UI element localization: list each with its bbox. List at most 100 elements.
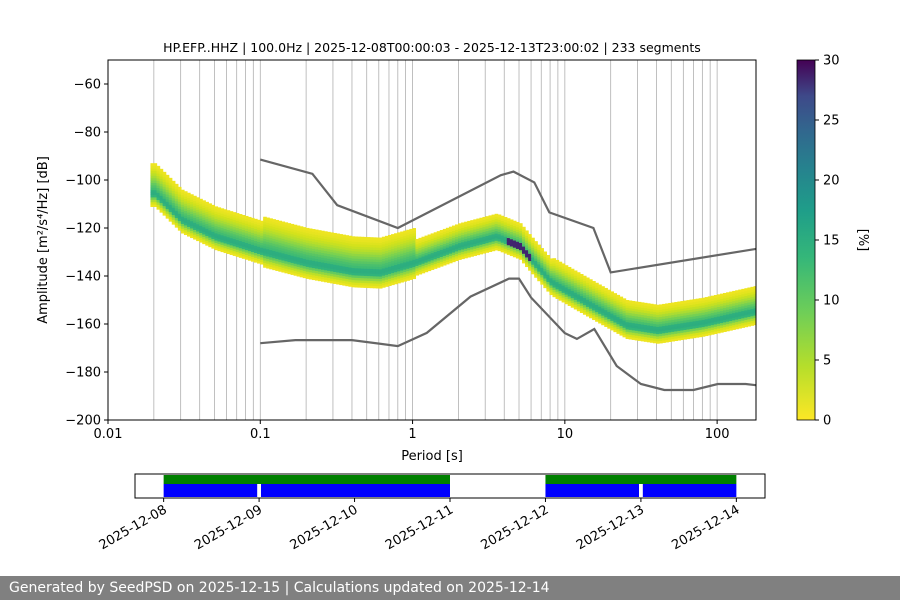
heat-cell bbox=[162, 212, 167, 216]
heat-cell bbox=[747, 306, 752, 310]
heat-cell bbox=[348, 247, 353, 251]
heat-cell bbox=[640, 307, 645, 311]
heat-cell bbox=[598, 306, 602, 310]
heat-cell bbox=[336, 271, 340, 275]
heat-cell bbox=[281, 240, 286, 244]
heat-cell bbox=[348, 250, 353, 254]
heat-cell bbox=[451, 249, 456, 253]
heat-cell bbox=[439, 258, 444, 262]
heat-cell bbox=[491, 226, 496, 230]
heat-cell bbox=[506, 227, 511, 231]
heat-cell bbox=[723, 304, 727, 308]
heat-cell bbox=[671, 302, 675, 306]
heat-cell bbox=[293, 234, 298, 238]
heat-cell bbox=[467, 247, 471, 251]
heat-cell bbox=[314, 251, 319, 255]
heat-cell bbox=[281, 245, 286, 249]
heat-cell bbox=[698, 310, 703, 314]
heat-cell bbox=[491, 248, 496, 252]
ppsd-figure: HP.EFP..HHZ | 100.0Hz | 2025-12-08T00:00… bbox=[36, 40, 870, 553]
heat-cell bbox=[314, 244, 319, 248]
heat-cell bbox=[177, 227, 182, 231]
heat-cell bbox=[573, 292, 578, 296]
heat-cell bbox=[165, 203, 170, 207]
heat-cell bbox=[506, 247, 511, 251]
heat-cell bbox=[741, 322, 745, 326]
heat-cell bbox=[369, 270, 374, 274]
heat-cell bbox=[643, 331, 648, 335]
heat-cell bbox=[649, 313, 654, 317]
heat-cell bbox=[631, 324, 636, 328]
heat-cell bbox=[330, 273, 334, 277]
heat-cell bbox=[729, 318, 733, 322]
heat-cell bbox=[171, 212, 176, 216]
heat-cell bbox=[305, 251, 310, 255]
heat-cell bbox=[406, 236, 410, 240]
heat-cell bbox=[369, 256, 374, 260]
heat-cell bbox=[732, 293, 736, 297]
heat-cell bbox=[430, 233, 435, 237]
heat-cell bbox=[625, 326, 630, 330]
heat-cell bbox=[391, 260, 395, 264]
heat-cell bbox=[290, 259, 295, 263]
heat-cell bbox=[153, 168, 158, 171]
heat-cell bbox=[543, 282, 547, 286]
heat-cell bbox=[710, 331, 715, 335]
heat-cell bbox=[235, 244, 240, 248]
heat-cell bbox=[199, 234, 203, 238]
heat-cell bbox=[689, 304, 694, 308]
heat-cell bbox=[324, 255, 328, 259]
heat-cell bbox=[631, 303, 636, 307]
heat-cell bbox=[582, 287, 587, 291]
heat-cell bbox=[552, 274, 557, 278]
heat-cell bbox=[418, 266, 423, 270]
heat-cell bbox=[503, 243, 508, 247]
heat-cell bbox=[659, 338, 663, 342]
heat-cell bbox=[296, 273, 301, 277]
heat-cell bbox=[445, 244, 450, 248]
heat-cell bbox=[296, 266, 301, 270]
heat-cell bbox=[272, 231, 276, 235]
heat-cell bbox=[695, 313, 700, 317]
heat-cell bbox=[598, 310, 602, 314]
heat-cell bbox=[217, 212, 222, 216]
heat-cell bbox=[649, 320, 654, 324]
heat-cell bbox=[269, 230, 273, 234]
heat-cell bbox=[582, 292, 587, 296]
heat-cell bbox=[619, 320, 624, 324]
heat-cell bbox=[199, 239, 203, 243]
heat-cell bbox=[558, 283, 563, 287]
heat-cell bbox=[235, 237, 240, 241]
heat-cell bbox=[753, 312, 756, 316]
heat-cell bbox=[674, 309, 678, 313]
heat-cell bbox=[576, 272, 581, 276]
heat-cell bbox=[698, 298, 703, 302]
heat-cell bbox=[479, 241, 484, 245]
heat-cell bbox=[732, 317, 736, 321]
heat-cell bbox=[327, 236, 331, 240]
heat-cell bbox=[241, 239, 246, 243]
heat-cell bbox=[336, 274, 340, 278]
heat-cell bbox=[476, 228, 480, 232]
heat-cell bbox=[467, 225, 471, 229]
heat-cell bbox=[290, 269, 295, 273]
heat-cell bbox=[716, 308, 721, 312]
heat-cell bbox=[418, 269, 423, 273]
heat-cell bbox=[732, 305, 736, 309]
heat-cell bbox=[342, 270, 346, 274]
heat-cell bbox=[726, 316, 730, 320]
heat-cell bbox=[403, 271, 407, 275]
heat-cell bbox=[263, 262, 267, 266]
heat-cell bbox=[442, 250, 447, 254]
heat-cell bbox=[290, 238, 295, 242]
heat-cell bbox=[254, 252, 258, 256]
heat-cell bbox=[668, 317, 672, 321]
heat-cell bbox=[183, 212, 188, 216]
heat-cell bbox=[540, 272, 544, 276]
heat-cell bbox=[406, 239, 410, 243]
coverage-date-label: 2025-12-13 bbox=[574, 502, 647, 553]
heat-cell bbox=[150, 180, 155, 183]
heat-cell bbox=[183, 227, 188, 231]
heat-cell bbox=[275, 248, 279, 252]
heat-cell bbox=[275, 255, 279, 259]
